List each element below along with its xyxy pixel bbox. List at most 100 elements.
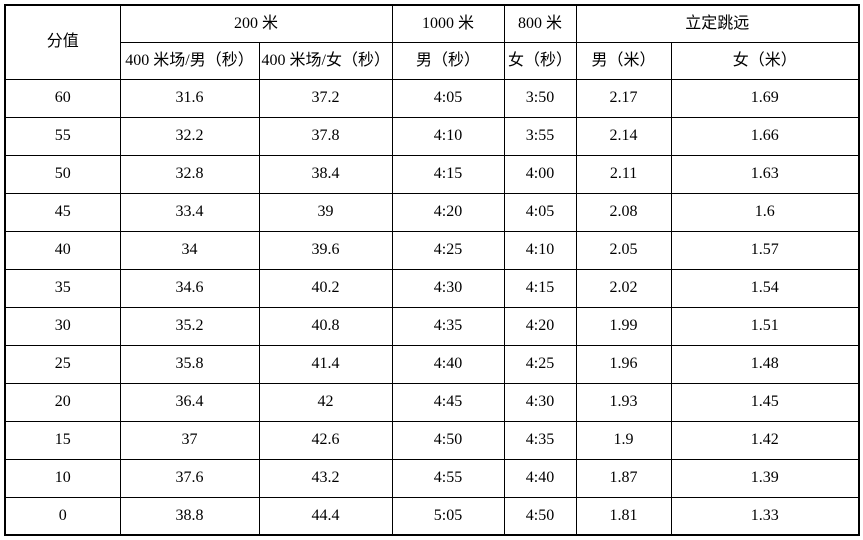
score-table: 分值 200 米 1000 米 800 米 立定跳远 400 米场/男（秒） 4… — [4, 4, 861, 536]
header-400m-male: 400 米场/男（秒） — [119, 41, 260, 80]
cell-m400-female: 42.6 — [258, 420, 393, 460]
cell-jump-female: 1.6 — [670, 192, 860, 232]
cell-m400-male: 31.6 — [119, 78, 260, 118]
cell-m400-female: 37.2 — [258, 78, 393, 118]
cell-m400-male: 34.6 — [119, 268, 260, 308]
cell-jump-male: 1.99 — [575, 306, 672, 346]
cell-m1000-male: 4:15 — [391, 154, 505, 194]
cell-m400-male: 37 — [119, 420, 260, 460]
header-400m-female: 400 米场/女（秒） — [258, 41, 393, 80]
cell-jump-male: 1.9 — [575, 420, 672, 460]
cell-m1000-male: 4:25 — [391, 230, 505, 270]
cell-m400-male: 37.6 — [119, 458, 260, 498]
cell-m800-female: 4:40 — [503, 458, 577, 498]
cell-score: 0 — [4, 496, 121, 536]
cell-jump-male: 2.14 — [575, 116, 672, 156]
cell-score: 60 — [4, 78, 121, 118]
cell-m400-male: 33.4 — [119, 192, 260, 232]
header-score: 分值 — [4, 4, 121, 80]
cell-jump-male: 2.08 — [575, 192, 672, 232]
cell-m400-female: 40.2 — [258, 268, 393, 308]
cell-jump-female: 1.69 — [670, 78, 860, 118]
cell-jump-female: 1.66 — [670, 116, 860, 156]
cell-m800-female: 4:00 — [503, 154, 577, 194]
cell-score: 45 — [4, 192, 121, 232]
cell-m400-male: 38.8 — [119, 496, 260, 536]
cell-m1000-male: 4:55 — [391, 458, 505, 498]
cell-jump-female: 1.51 — [670, 306, 860, 346]
table-row: 45 33.4 39 4:20 4:05 2.08 1.6 — [4, 192, 860, 232]
cell-m400-female: 43.2 — [258, 458, 393, 498]
cell-m800-female: 4:20 — [503, 306, 577, 346]
cell-m800-female: 3:50 — [503, 78, 577, 118]
cell-m400-female: 44.4 — [258, 496, 393, 536]
cell-jump-male: 2.17 — [575, 78, 672, 118]
cell-jump-female: 1.42 — [670, 420, 860, 460]
table-row: 30 35.2 40.8 4:35 4:20 1.99 1.51 — [4, 306, 860, 346]
cell-m400-female: 39.6 — [258, 230, 393, 270]
table-row: 20 36.4 42 4:45 4:30 1.93 1.45 — [4, 382, 860, 422]
table-row: 55 32.2 37.8 4:10 3:55 2.14 1.66 — [4, 116, 860, 156]
header-group-200m: 200 米 — [119, 4, 393, 43]
cell-jump-female: 1.63 — [670, 154, 860, 194]
cell-jump-male: 1.93 — [575, 382, 672, 422]
cell-jump-male: 2.05 — [575, 230, 672, 270]
cell-m800-female: 4:15 — [503, 268, 577, 308]
table-row: 40 34 39.6 4:25 4:10 2.05 1.57 — [4, 230, 860, 270]
header-group-800m: 800 米 — [503, 4, 577, 43]
table-row: 35 34.6 40.2 4:30 4:15 2.02 1.54 — [4, 268, 860, 308]
table-row: 50 32.8 38.4 4:15 4:00 2.11 1.63 — [4, 154, 860, 194]
cell-m400-male: 32.2 — [119, 116, 260, 156]
cell-m400-female: 40.8 — [258, 306, 393, 346]
cell-score: 20 — [4, 382, 121, 422]
cell-jump-male: 1.81 — [575, 496, 672, 536]
cell-score: 15 — [4, 420, 121, 460]
cell-m400-female: 39 — [258, 192, 393, 232]
cell-jump-female: 1.33 — [670, 496, 860, 536]
cell-m400-male: 32.8 — [119, 154, 260, 194]
cell-jump-female: 1.45 — [670, 382, 860, 422]
header-row-subcolumns: 400 米场/男（秒） 400 米场/女（秒） 男（秒） 女（秒） 男（米） 女… — [5, 41, 860, 80]
table-body: 60 31.6 37.2 4:05 3:50 2.17 1.69 55 32.2 37.8 4:10… — [4, 78, 860, 536]
cell-m400-female: 37.8 — [258, 116, 393, 156]
cell-m800-female: 4:10 — [503, 230, 577, 270]
cell-m800-female: 4:50 — [503, 496, 577, 536]
header-group-1000m: 1000 米 — [391, 4, 505, 43]
table-header: 分值 200 米 1000 米 800 米 立定跳远 400 米场/男（秒） 4… — [4, 4, 860, 80]
cell-m1000-male: 4:50 — [391, 420, 505, 460]
cell-m800-female: 4:25 — [503, 344, 577, 384]
cell-m1000-male: 5:05 — [391, 496, 505, 536]
cell-jump-male: 1.87 — [575, 458, 672, 498]
cell-m400-male: 36.4 — [119, 382, 260, 422]
cell-m1000-male: 4:35 — [391, 306, 505, 346]
cell-m800-female: 4:30 — [503, 382, 577, 422]
cell-m400-male: 34 — [119, 230, 260, 270]
cell-m400-male: 35.8 — [119, 344, 260, 384]
cell-m1000-male: 4:30 — [391, 268, 505, 308]
cell-score: 35 — [4, 268, 121, 308]
cell-m1000-male: 4:20 — [391, 192, 505, 232]
cell-score: 55 — [4, 116, 121, 156]
cell-jump-female: 1.57 — [670, 230, 860, 270]
cell-m800-female: 4:35 — [503, 420, 577, 460]
cell-jump-female: 1.39 — [670, 458, 860, 498]
cell-score: 25 — [4, 344, 121, 384]
header-jump-female: 女（米） — [670, 41, 860, 80]
table-row: 15 37 42.6 4:50 4:35 1.9 1.42 — [4, 420, 860, 460]
cell-score: 30 — [4, 306, 121, 346]
table-row: 0 38.8 44.4 5:05 4:50 1.81 1.33 — [4, 496, 860, 536]
cell-score: 40 — [4, 230, 121, 270]
cell-jump-male: 2.02 — [575, 268, 672, 308]
cell-jump-male: 2.11 — [575, 154, 672, 194]
cell-jump-male: 1.96 — [575, 344, 672, 384]
cell-score: 50 — [4, 154, 121, 194]
cell-m800-female: 3:55 — [503, 116, 577, 156]
cell-jump-female: 1.54 — [670, 268, 860, 308]
cell-m800-female: 4:05 — [503, 192, 577, 232]
cell-m400-male: 35.2 — [119, 306, 260, 346]
cell-m1000-male: 4:05 — [391, 78, 505, 118]
cell-m1000-male: 4:10 — [391, 116, 505, 156]
header-jump-male: 男（米） — [575, 41, 672, 80]
cell-m1000-male: 4:45 — [391, 382, 505, 422]
